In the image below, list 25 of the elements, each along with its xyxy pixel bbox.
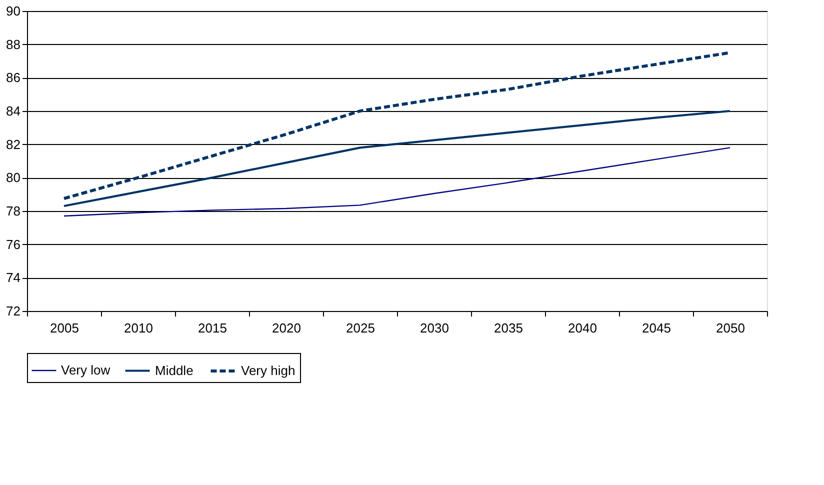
y-tick-label: 82	[6, 136, 20, 152]
y-tick-label: 88	[6, 36, 20, 52]
x-tick-label: 2005	[50, 320, 79, 336]
y-tick-label: 72	[6, 304, 20, 318]
x-tick-label: 2040	[568, 320, 597, 336]
x-tick-label: 2020	[272, 320, 301, 336]
legend-label: Very low	[61, 362, 111, 378]
line-series	[62, 110, 732, 208]
y-tick-label: 90	[6, 4, 20, 18]
y-tick-label: 76	[6, 236, 20, 252]
legend-label: Very high	[241, 363, 296, 378]
y-tick-label: 80	[6, 170, 20, 186]
y-tick-label: 86	[6, 70, 20, 86]
y-tick-label: 74	[6, 270, 20, 286]
x-tick-label: 2045	[642, 320, 671, 336]
x-tick-label: 2050	[716, 320, 745, 336]
x-tick-label: 2015	[198, 320, 227, 336]
line-series	[63, 147, 731, 217]
x-tick-label: 2030	[420, 320, 449, 336]
legend-label: Middle	[155, 362, 194, 378]
x-tick-label: 2010	[124, 320, 153, 336]
x-tick-label: 2025	[346, 320, 375, 336]
x-tick-label: 2035	[494, 320, 523, 336]
y-tick-label: 78	[6, 204, 20, 218]
y-tick-label: 84	[6, 104, 20, 118]
